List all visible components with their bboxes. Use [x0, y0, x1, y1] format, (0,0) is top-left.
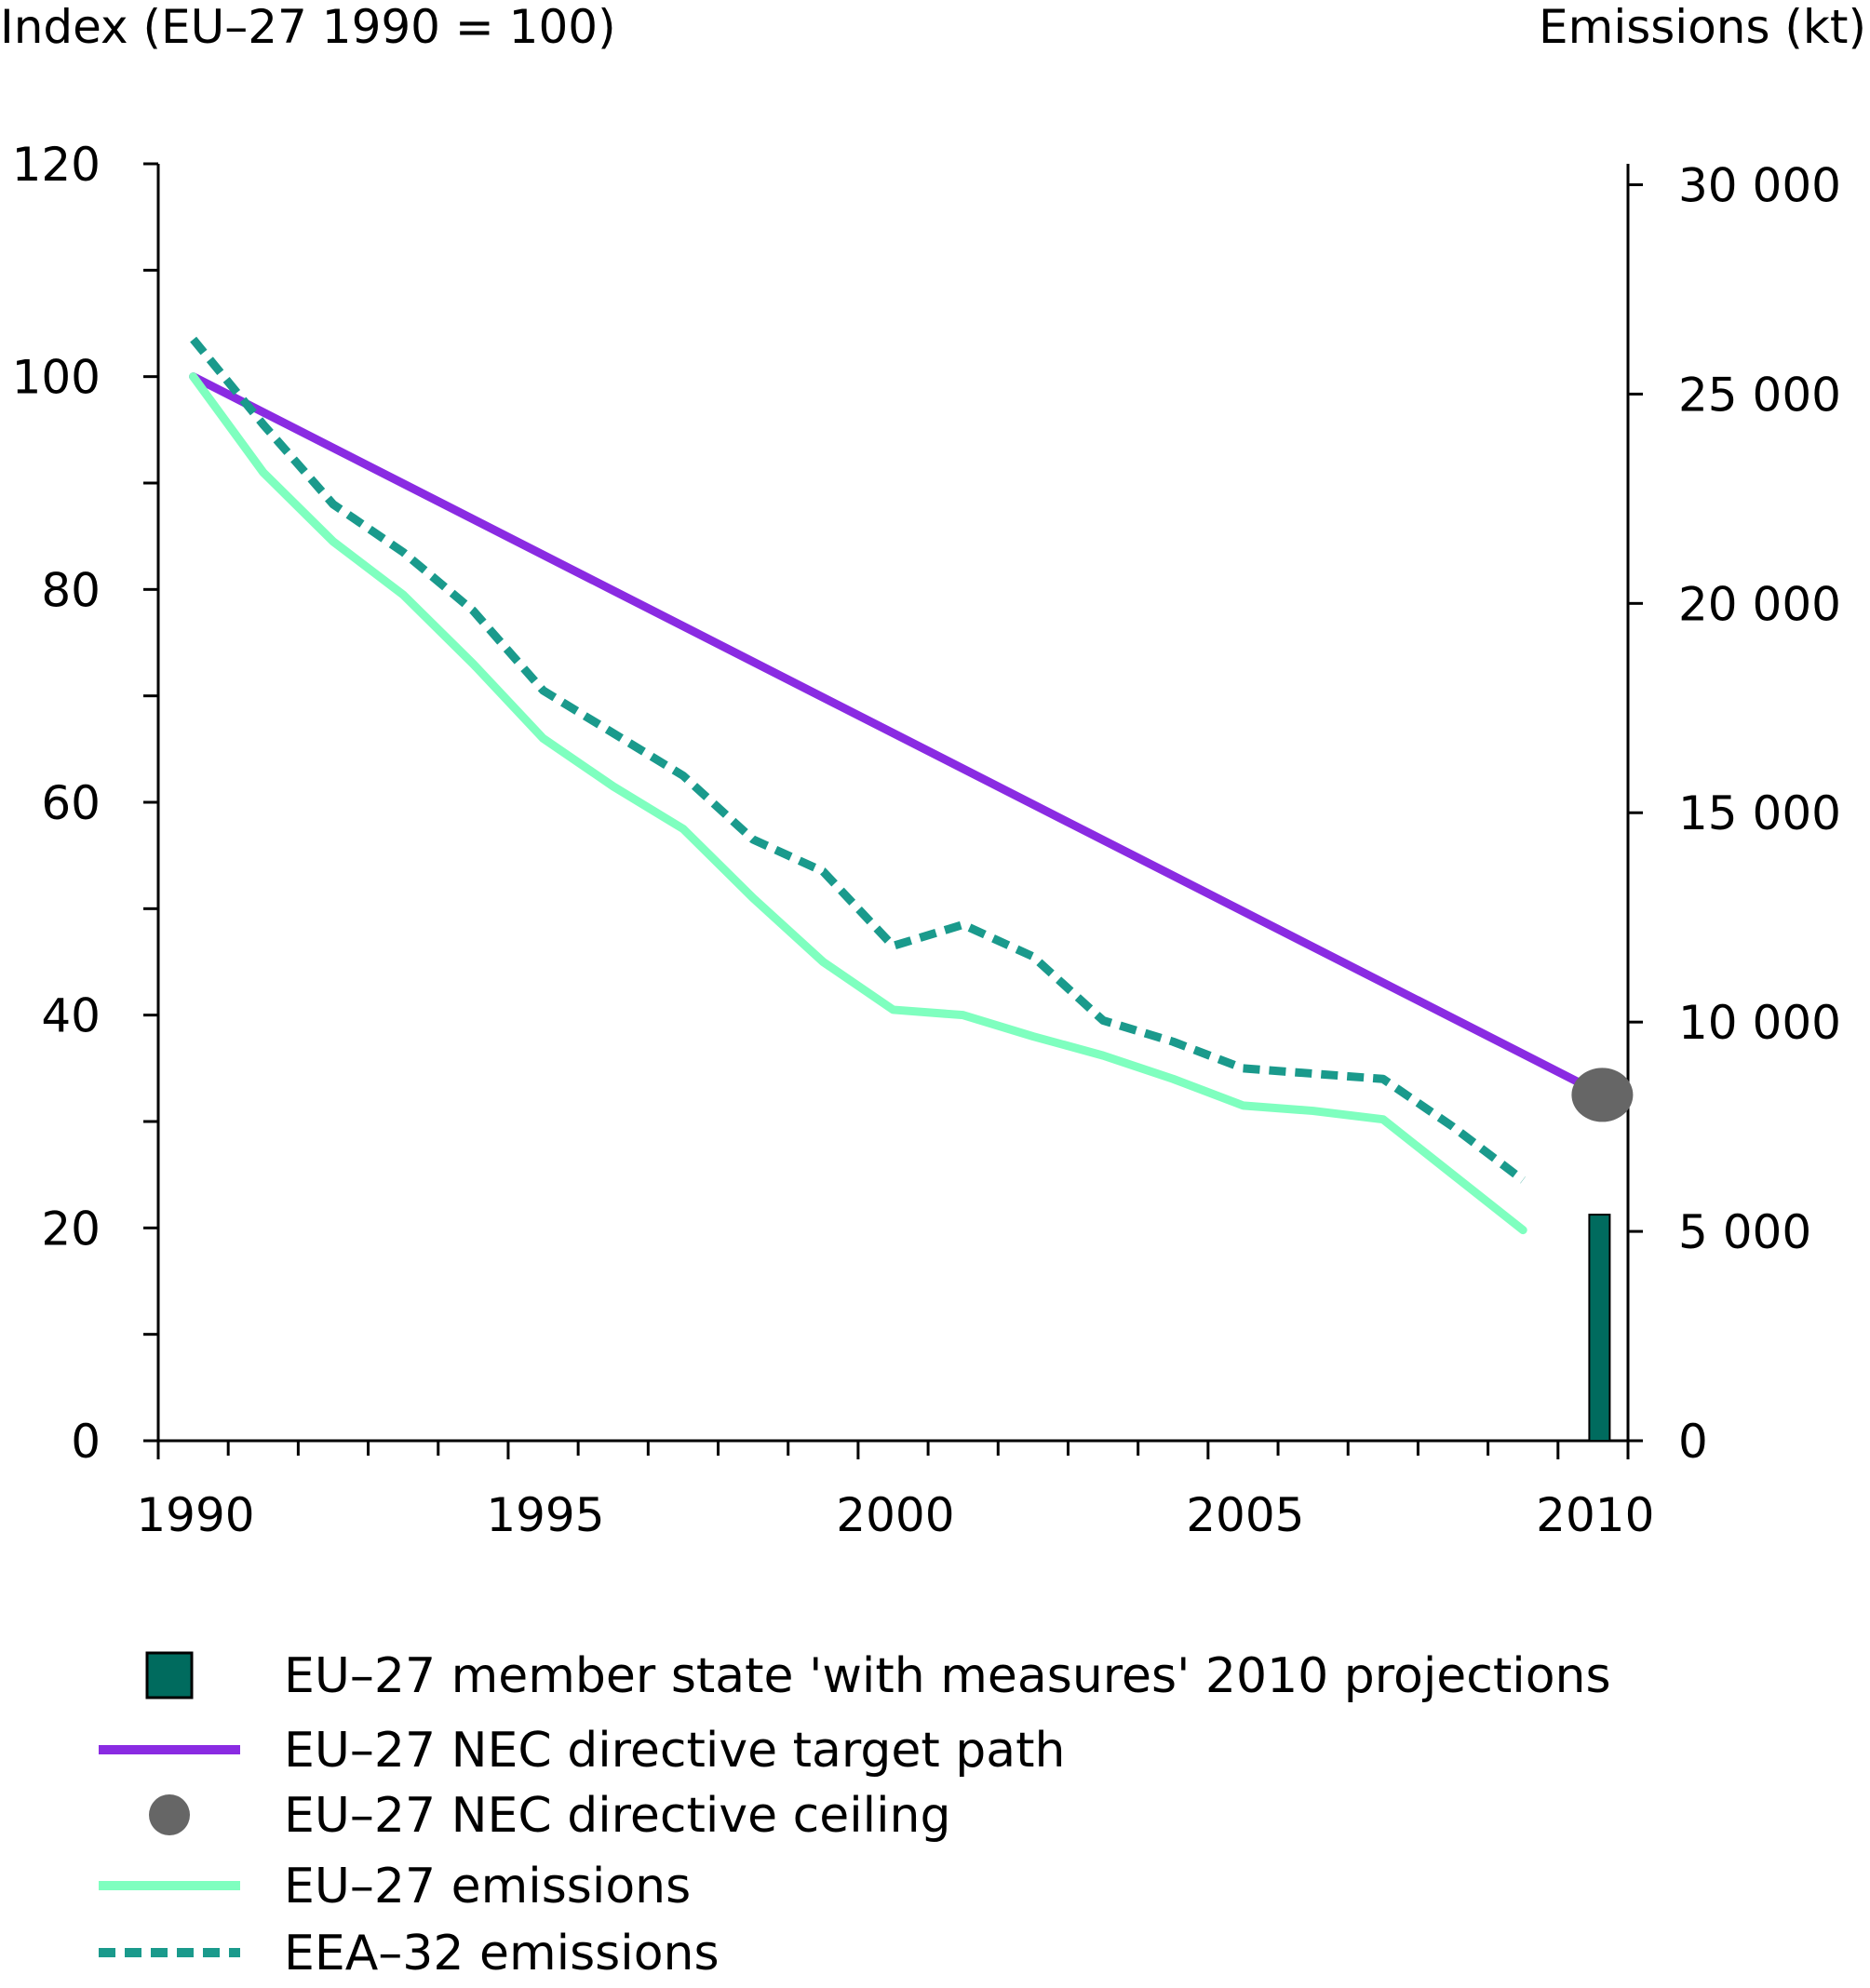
left-tick-label: 40	[41, 989, 101, 1043]
left-tick-label: 80	[41, 563, 101, 617]
right-tick-label: 30 000	[1678, 158, 1841, 212]
right-tick-label: 0	[1678, 1415, 1708, 1469]
legend: EU–27 member state 'with measures' 2010 …	[99, 1648, 1611, 1981]
series-line-0	[189, 372, 1597, 1095]
left-axis-title: Index (EU–27 1990 = 100)	[0, 0, 616, 54]
legend-symbol-dot	[149, 1794, 190, 1835]
x-tick-label: 1990	[136, 1488, 254, 1542]
right-tick-label: 5 000	[1678, 1205, 1811, 1259]
right-tick-label: 15 000	[1678, 786, 1841, 840]
series-line-2	[190, 336, 1526, 1184]
right-tick-label: 25 000	[1678, 368, 1841, 422]
legend-label: EU–27 member state 'with measures' 2010 …	[284, 1648, 1611, 1704]
left-tick-label: 60	[41, 776, 101, 830]
right-tick-label: 10 000	[1678, 996, 1841, 1050]
series-line-1	[189, 372, 1527, 1235]
right-tick-label: 20 000	[1678, 577, 1841, 631]
left-tick-label: 20	[41, 1202, 101, 1256]
right-axis-title: Emissions (kt)	[1539, 0, 1866, 54]
x-tick-label: 2005	[1186, 1488, 1304, 1542]
axes: 0 20 40 60 80 100 120 0 5 000 10 000 15 000 20 000 2…	[12, 138, 1841, 1542]
legend-label: EU–27 emissions	[284, 1859, 691, 1914]
x-tick-label: 2000	[836, 1488, 954, 1542]
left-tick-label: 120	[12, 138, 101, 192]
left-tick-label: 100	[12, 351, 101, 405]
legend-label: EEA–32 emissions	[284, 1926, 720, 1981]
plot-area	[189, 336, 1634, 1442]
legend-label: EU–27 NEC directive target path	[284, 1723, 1065, 1779]
left-tick-label: 0	[71, 1415, 101, 1469]
x-tick-label: 2010	[1536, 1488, 1654, 1542]
projection-bar	[1588, 1214, 1611, 1442]
nec-ceiling-dot	[1571, 1068, 1634, 1122]
legend-label: EU–27 NEC directive ceiling	[284, 1788, 951, 1844]
x-tick-label: 1995	[486, 1488, 604, 1542]
legend-symbol-bar	[145, 1651, 194, 1699]
